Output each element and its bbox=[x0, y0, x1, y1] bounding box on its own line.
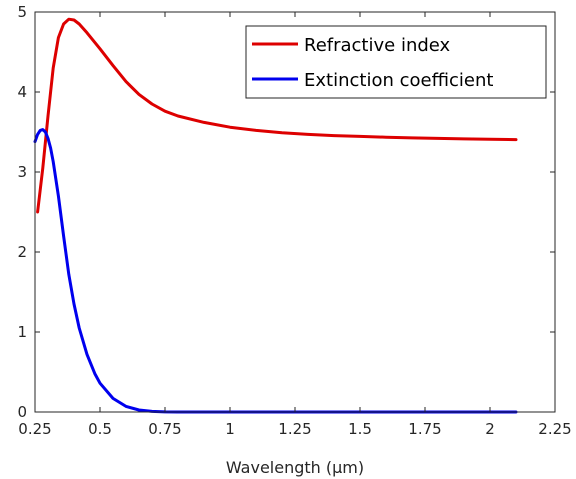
legend-entry-extinction-coefficient: Extinction coefficient bbox=[304, 70, 493, 91]
y-tick-label: 3 bbox=[17, 163, 27, 181]
y-tick-label: 4 bbox=[17, 83, 27, 101]
x-tick-label: 1.5 bbox=[348, 420, 372, 438]
y-tick-label: 0 bbox=[17, 403, 27, 421]
legend-box bbox=[245, 25, 547, 99]
x-tick-label: 0.25 bbox=[18, 420, 51, 438]
x-tick-label: 1.75 bbox=[408, 420, 441, 438]
y-tick-label: 5 bbox=[17, 3, 27, 21]
x-tick-label: 1 bbox=[225, 420, 235, 438]
y-tick-label: 2 bbox=[17, 243, 27, 261]
x-tick-label: 2 bbox=[485, 420, 495, 438]
legend: Refractive index Extinction coefficient bbox=[245, 25, 547, 99]
y-tick-label: 1 bbox=[17, 323, 27, 341]
plot-frame bbox=[34, 11, 556, 413]
series-line-refractive-index bbox=[36, 17, 518, 214]
tick-layer: 0.25 0.5 0.75 1 1.25 1.5 1.75 2 2.25 0 1 2 3 4 5 bbox=[17, 3, 571, 438]
x-axis-label: Wavelength (μm) bbox=[226, 458, 364, 477]
x-tick-label: 1.25 bbox=[278, 420, 311, 438]
x-tick-label: 2.25 bbox=[538, 420, 571, 438]
legend-entry-refractive-index: Refractive index bbox=[304, 35, 451, 56]
x-tick-label: 0.75 bbox=[148, 420, 181, 438]
x-tick-label: 0.5 bbox=[88, 420, 112, 438]
